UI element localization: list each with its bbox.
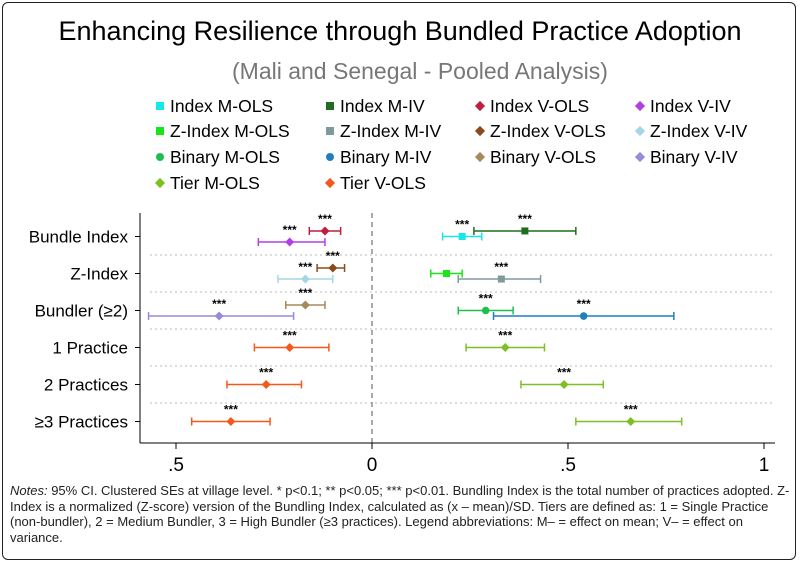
sig-label-tier-v-ols-1-practice: *** xyxy=(283,329,297,343)
point-index-v-iv-bundle-index xyxy=(285,237,295,247)
legend-label-binary-v-ols: Binary V-OLS xyxy=(490,147,597,167)
point-tier-m-ols-2-practices xyxy=(559,380,569,389)
sig-label-z-index-m-iv-z-index: *** xyxy=(494,260,508,274)
legend-label-z-index-v-iv: Z-Index V-IV xyxy=(650,121,748,141)
point-z-index-m-iv-z-index xyxy=(497,275,505,283)
sig-label-index-m-ols-bundle-index: *** xyxy=(455,218,469,232)
sig-label-tier-v-ols-2-practices: *** xyxy=(259,366,273,380)
sig-label-index-v-ols-bundle-index: *** xyxy=(318,212,332,226)
x-tick-label: .5 xyxy=(560,455,576,476)
sig-label-binary-v-ols-bundler-ge2: *** xyxy=(298,286,312,300)
legend-label-index-v-iv: Index V-IV xyxy=(650,96,731,116)
legend-label-z-index-v-ols: Z-Index V-OLS xyxy=(490,121,606,141)
point-z-index-m-ols-z-index xyxy=(442,270,450,277)
chart-notes: Notes: 95% CI. Clustered SEs at village … xyxy=(10,483,795,545)
category-label-bundler-ge2: Bundler (≥2) xyxy=(35,302,128,321)
category-label-bundle-index: Bundle Index xyxy=(29,228,129,247)
sig-label-tier-m-ols-2-practices: *** xyxy=(557,366,571,380)
category-label-1-practice: 1 Practice xyxy=(52,339,128,358)
legend-label-tier-v-ols: Tier V-OLS xyxy=(340,173,426,193)
legend-label-binary-m-ols: Binary M-OLS xyxy=(170,147,280,167)
legend-marker-index-m-ols xyxy=(156,102,164,110)
sig-label-tier-m-ols-ge3-practices: *** xyxy=(624,403,638,417)
x-tick-label: 0 xyxy=(367,455,378,476)
chart-subtitle: (Mali and Senegal - Pooled Analysis) xyxy=(232,58,608,84)
sig-label-index-m-iv-bundle-index: *** xyxy=(518,212,532,226)
legend-label-z-index-m-iv: Z-Index M-IV xyxy=(340,121,442,141)
legend-label-index-m-ols: Index M-OLS xyxy=(170,96,274,116)
point-binary-m-ols-bundler-ge2 xyxy=(481,306,490,315)
point-tier-v-ols-ge3-practices xyxy=(226,417,236,426)
sig-label-binary-m-ols-bundler-ge2: *** xyxy=(479,292,493,306)
notes-prefix: Notes: xyxy=(10,483,48,498)
legend-marker-z-index-m-ols xyxy=(156,127,164,135)
point-index-m-ols-bundle-index xyxy=(458,233,466,240)
point-tier-m-ols-1-practice xyxy=(500,343,510,352)
legend-label-binary-m-iv: Binary M-IV xyxy=(340,147,432,167)
legend-marker-binary-m-iv xyxy=(326,153,334,161)
legend-marker-binary-m-ols xyxy=(156,153,164,161)
point-binary-m-iv-bundler-ge2 xyxy=(579,312,588,320)
legend-label-z-index-m-ols: Z-Index M-OLS xyxy=(170,121,290,141)
category-label-ge3-practices: ≥3 Practices xyxy=(35,413,128,432)
point-tier-v-ols-2-practices xyxy=(261,380,271,389)
sig-label-binary-v-iv-bundler-ge2: *** xyxy=(212,297,226,311)
legend-label-binary-v-iv: Binary V-IV xyxy=(650,147,738,167)
x-tick-label: 1 xyxy=(759,455,770,476)
point-tier-v-ols-1-practice xyxy=(285,343,295,352)
category-label-2-practices: 2 Practices xyxy=(44,376,128,395)
point-tier-m-ols-ge3-practices xyxy=(626,417,636,426)
point-z-index-v-ols-z-index xyxy=(328,263,338,273)
notes-text: 95% CI. Clustered SEs at village level. … xyxy=(10,483,790,545)
x-tick-label: .5 xyxy=(168,455,184,476)
sig-label-tier-v-ols-ge3-practices: *** xyxy=(224,403,238,417)
sig-label-binary-m-iv-bundler-ge2: *** xyxy=(577,297,591,311)
category-label-z-index: Z-Index xyxy=(70,265,128,284)
legend-label-index-m-iv: Index M-IV xyxy=(340,96,425,116)
point-z-index-v-iv-z-index xyxy=(300,274,310,284)
sig-label-tier-m-ols-1-practice: *** xyxy=(498,329,512,343)
sig-label-index-v-iv-bundle-index: *** xyxy=(283,223,297,237)
point-binary-v-ols-bundler-ge2 xyxy=(300,300,310,310)
legend-marker-index-m-iv xyxy=(326,102,334,110)
point-binary-v-iv-bundler-ge2 xyxy=(214,311,224,321)
chart-title: Enhancing Resilience through Bundled Pra… xyxy=(58,16,742,46)
legend-label-index-v-ols: Index V-OLS xyxy=(490,96,590,116)
legend-marker-z-index-m-iv xyxy=(326,127,334,135)
sig-label-z-index-v-ols-z-index: *** xyxy=(326,249,340,263)
legend-label-tier-m-ols: Tier M-OLS xyxy=(170,173,260,193)
point-index-m-iv-bundle-index xyxy=(521,227,529,235)
point-index-v-ols-bundle-index xyxy=(320,226,330,236)
sig-label-z-index-v-iv-z-index: *** xyxy=(298,260,312,274)
